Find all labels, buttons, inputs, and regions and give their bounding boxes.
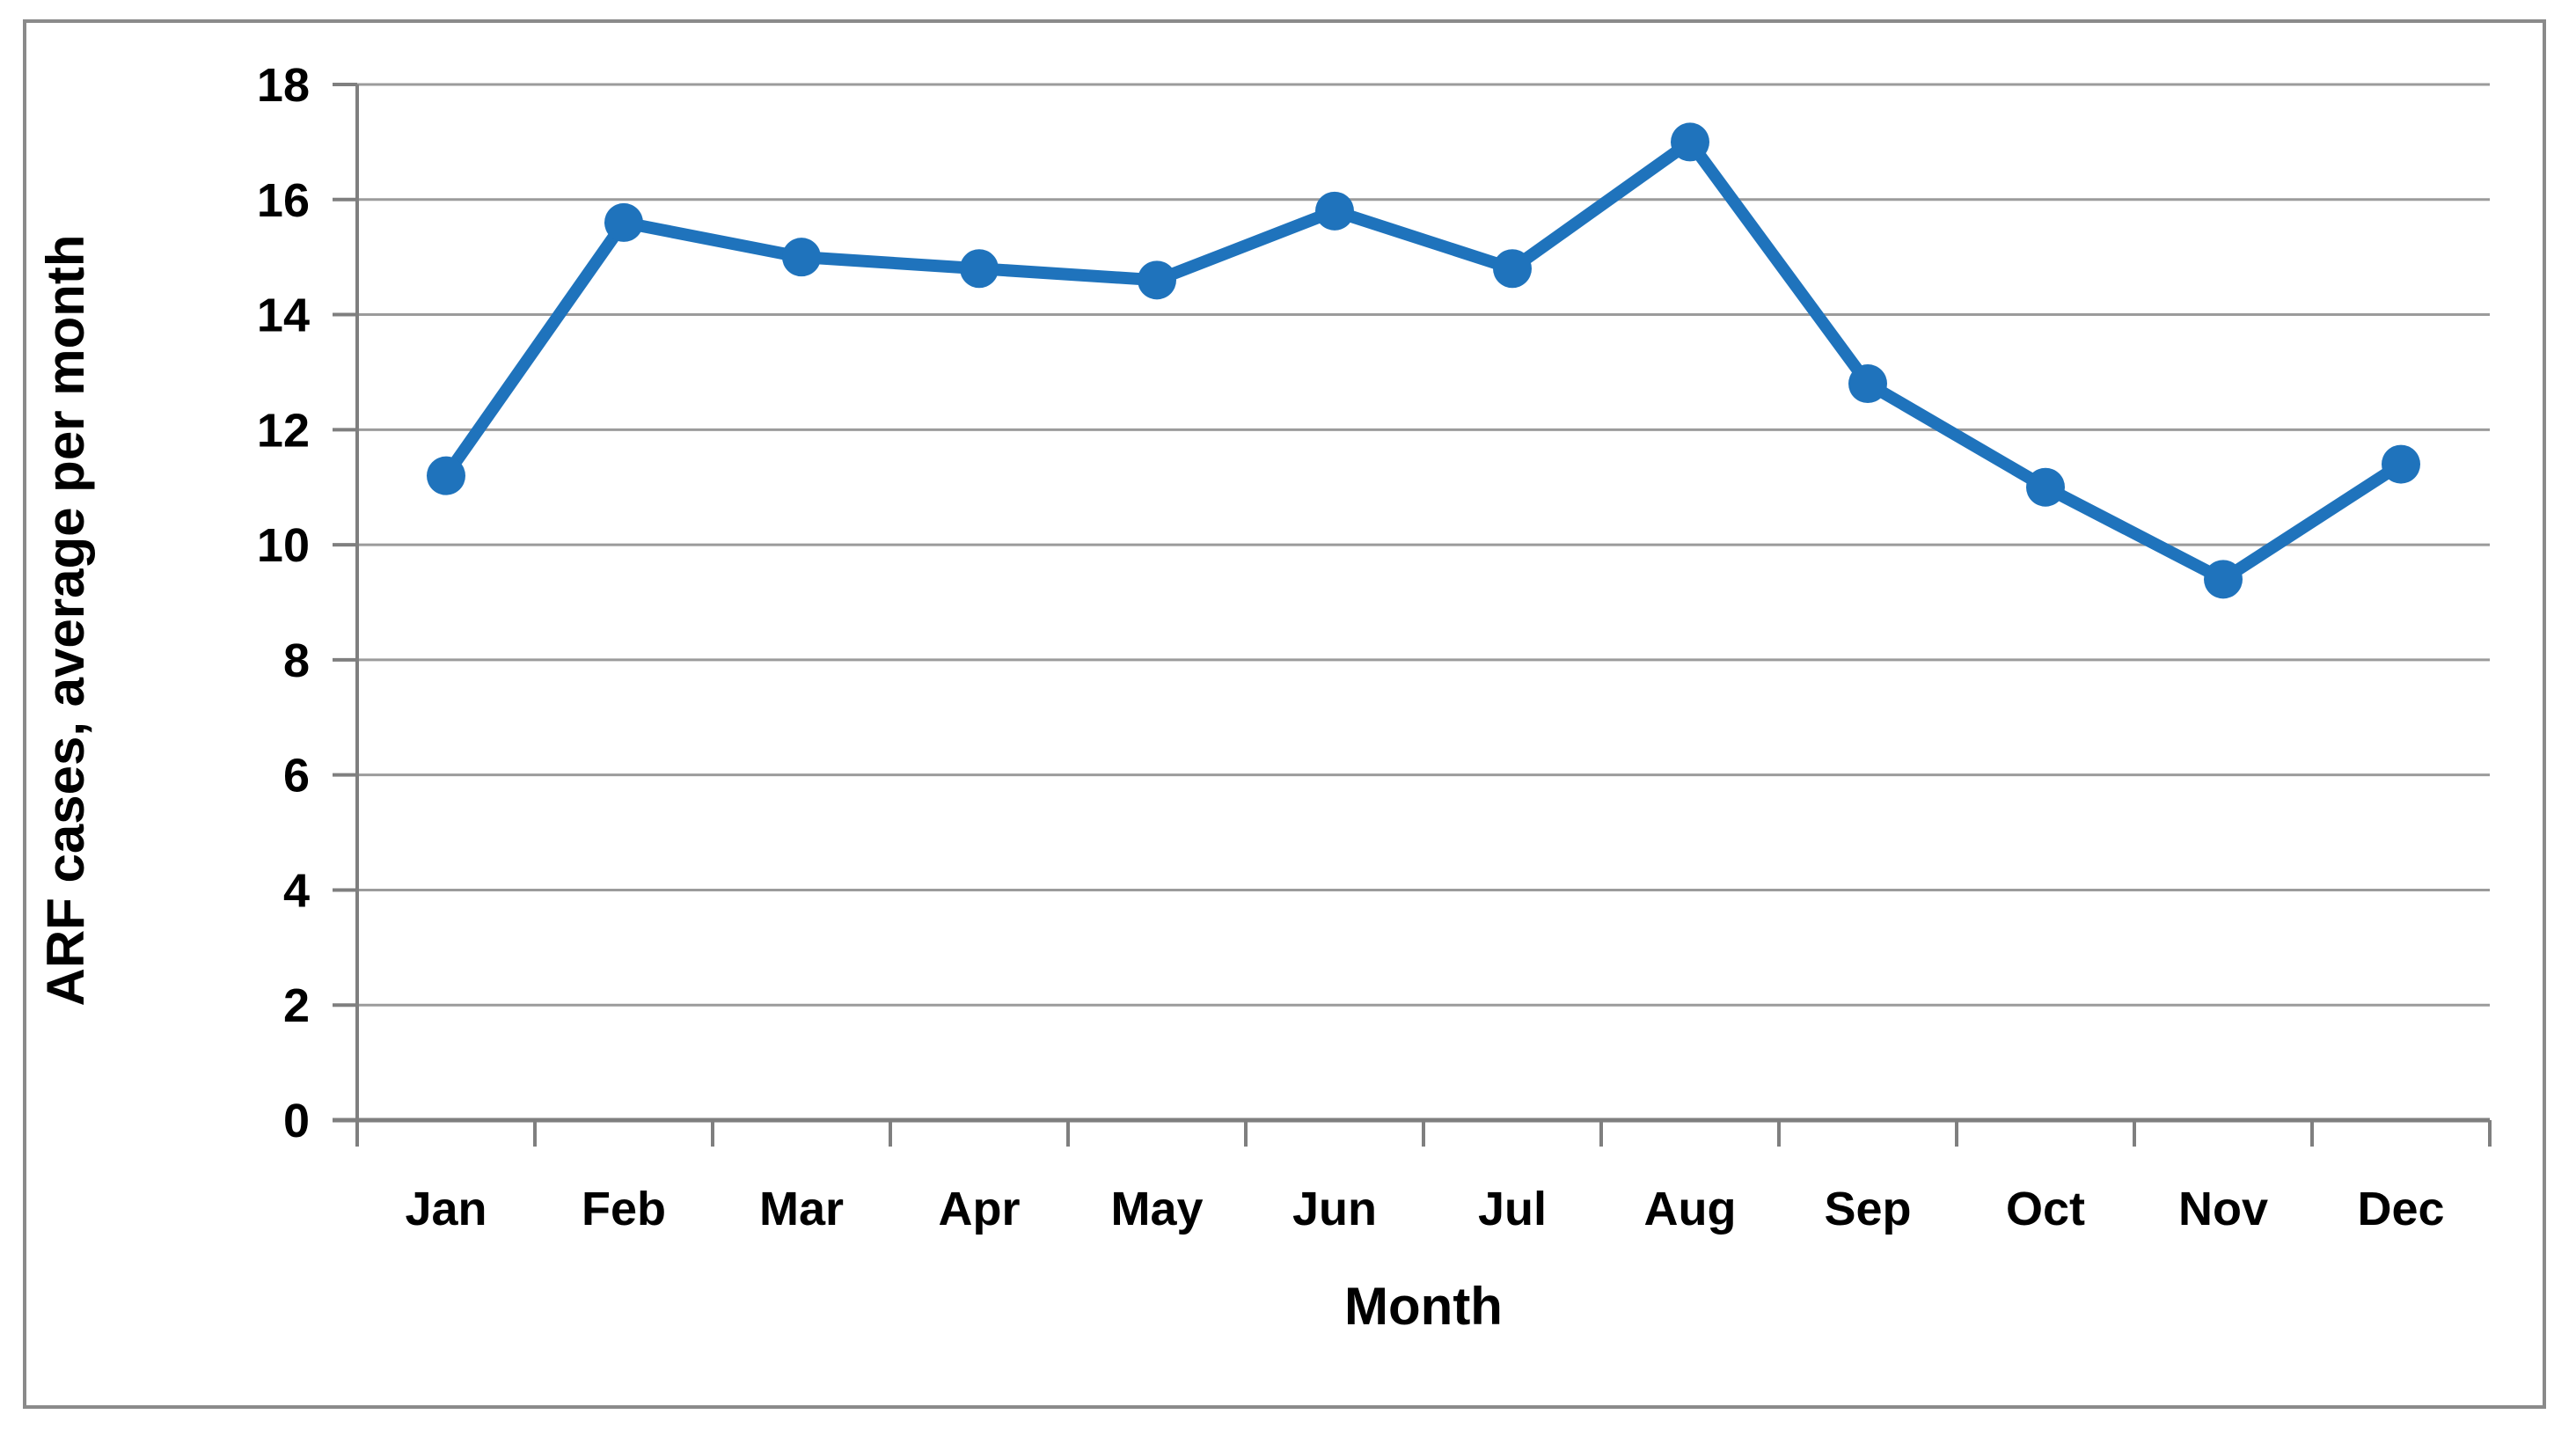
- y-tick-label-18: 18: [257, 59, 310, 112]
- data-point-aug: [1671, 122, 1709, 162]
- y-tick-label-8: 8: [283, 634, 310, 687]
- chart-frame: [23, 19, 2546, 1409]
- x-tick-label-may: May: [1110, 1183, 1203, 1235]
- tick-labels-layer: 0 2 4 6 8 10 12 14 16 18 Jan Feb Mar Apr May Jun Jul Aug S…: [257, 59, 2445, 1235]
- y-tick-label-6: 6: [283, 750, 310, 802]
- x-tick-label-mar: Mar: [759, 1183, 844, 1235]
- data-point-oct: [2026, 467, 2065, 507]
- tick-marks-layer: [333, 83, 2492, 1147]
- y-tick-label-12: 12: [257, 404, 310, 457]
- data-point-jul: [1493, 249, 1532, 289]
- x-tick-label-aug: Aug: [1644, 1183, 1737, 1235]
- x-tick-label-sep: Sep: [1824, 1183, 1911, 1235]
- data-line: [440, 136, 2407, 586]
- data-point-nov: [2204, 560, 2243, 599]
- data-point-jun: [1315, 191, 1354, 231]
- data-point-sep: [1848, 364, 1887, 404]
- data-series-layer: [427, 122, 2420, 599]
- x-tick-label-feb: Feb: [582, 1183, 666, 1235]
- x-tick-label-dec: Dec: [2357, 1183, 2444, 1235]
- gridlines-layer: [357, 83, 2490, 1007]
- y-axis-title: ARF cases, average per month: [36, 234, 95, 1006]
- x-tick-label-oct: Oct: [2006, 1183, 2085, 1235]
- y-tick-label-16: 16: [257, 174, 310, 227]
- x-tick-label-apr: Apr: [939, 1183, 1021, 1235]
- x-tick-label-jun: Jun: [1292, 1183, 1377, 1235]
- data-point-jan: [427, 456, 465, 495]
- y-tick-label-2: 2: [283, 979, 310, 1032]
- data-point-may: [1138, 260, 1176, 300]
- y-tick-label-4: 4: [283, 864, 310, 917]
- data-point-apr: [960, 249, 999, 289]
- axes-layer: [333, 84, 2490, 1147]
- x-axis-title: Month: [1344, 1277, 1503, 1336]
- x-tick-label-jul: Jul: [1478, 1183, 1547, 1235]
- x-tick-label-nov: Nov: [2178, 1183, 2268, 1235]
- data-point-mar: [782, 238, 821, 277]
- x-tick-label-jan: Jan: [405, 1183, 487, 1235]
- data-point-feb: [604, 202, 643, 242]
- y-tick-label-10: 10: [257, 519, 310, 572]
- y-tick-label-14: 14: [257, 289, 310, 342]
- y-tick-label-0: 0: [283, 1095, 310, 1147]
- data-point-dec: [2382, 444, 2420, 484]
